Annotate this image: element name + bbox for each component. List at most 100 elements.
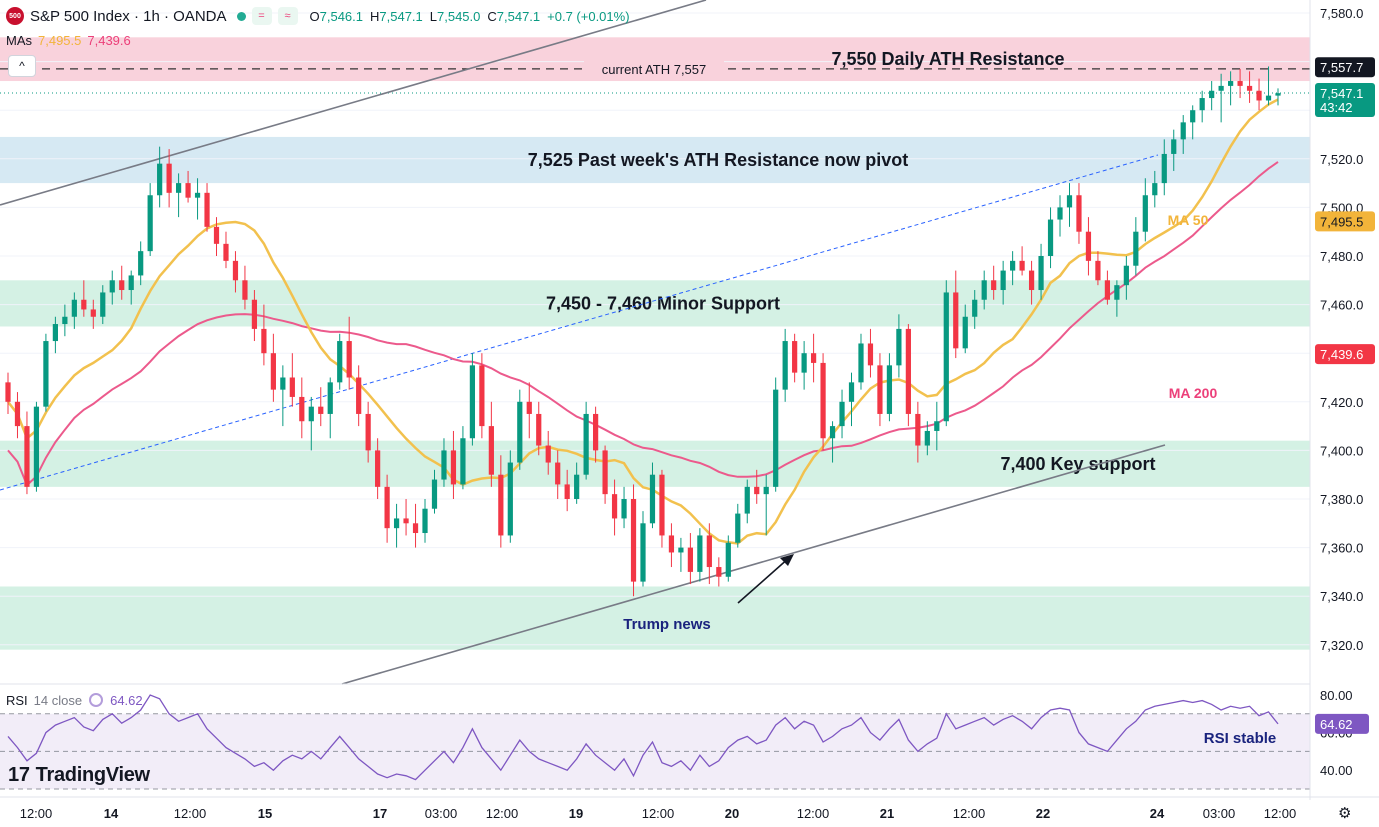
candle-body	[886, 365, 893, 414]
price-tag-text-up: 7,547.1	[1320, 86, 1363, 101]
candle-body	[801, 353, 807, 373]
candle-body	[1047, 219, 1054, 256]
data-status-icon[interactable]: ≈	[277, 7, 298, 25]
candle-body	[1066, 195, 1073, 208]
candle-body	[14, 401, 21, 427]
x-tick-label: 03:00	[1203, 806, 1236, 821]
candle-body	[356, 377, 362, 414]
candle-body	[1076, 195, 1082, 232]
candle-body	[555, 462, 561, 485]
candle-body	[792, 341, 798, 373]
candle-body	[100, 292, 106, 317]
price-tag-up	[1315, 82, 1375, 117]
ohlc-readout: O7,546.1 H7,547.1 L7,545.0 C7,547.1 +0.7…	[309, 8, 630, 24]
candle-body	[820, 362, 826, 439]
candle-body	[953, 292, 959, 349]
ma200-legend-value: 7,439.6	[87, 33, 131, 48]
x-tick-label: 12:00	[1264, 806, 1297, 821]
candle-body	[479, 365, 485, 427]
blue-dashed-trend-line	[0, 154, 1159, 491]
upper-channel-line	[0, 0, 707, 206]
candle-body	[488, 426, 494, 475]
candle-body	[1256, 90, 1262, 101]
rsi-band	[0, 713, 1310, 789]
candle-body	[905, 328, 911, 414]
candle-body	[583, 413, 589, 475]
candle-body	[1057, 207, 1063, 220]
price-tag-text-ma50: 7,495.5	[1320, 214, 1363, 229]
candle-body	[706, 535, 712, 568]
x-tick-label: 12:00	[174, 806, 207, 821]
candle-body	[972, 299, 978, 317]
ma200-label: MA 200	[1169, 385, 1218, 401]
candle-body	[1171, 139, 1177, 154]
rsi-legend[interactable]: RSI 14 close 64.62	[6, 692, 143, 708]
candle-body	[1228, 81, 1234, 86]
candle-body	[810, 353, 817, 363]
candle-body	[1265, 95, 1272, 101]
candle-body	[460, 438, 466, 485]
ath-label: current ATH 7,557	[602, 62, 707, 77]
candle-body	[422, 508, 428, 534]
change-readout: +0.7 (+0.01%)	[547, 8, 630, 24]
candle-body	[867, 343, 874, 366]
candle-body	[213, 226, 220, 244]
zone-band-1	[0, 136, 1310, 184]
candle-body	[289, 377, 295, 397]
candle-body	[517, 401, 523, 463]
candle-body	[450, 450, 457, 485]
candle-body	[204, 192, 210, 227]
x-tick-label: 14	[104, 806, 119, 821]
ma50-legend-value: 7,495.5	[38, 33, 82, 48]
candle-body	[574, 474, 580, 499]
settlement-icon[interactable]: =	[251, 7, 272, 25]
candle-body	[270, 353, 276, 390]
candle-body	[1114, 285, 1120, 300]
tradingview-logo[interactable]: 17 TradingView	[8, 764, 150, 786]
candle-body	[81, 299, 87, 310]
candle-body	[536, 413, 542, 446]
candle-body	[242, 280, 248, 300]
candle-body	[441, 450, 447, 480]
candle-body	[1142, 195, 1148, 232]
candle-body	[346, 341, 352, 378]
candle-body	[412, 523, 419, 534]
gear-icon[interactable]: ⚙	[1338, 805, 1352, 822]
candle-body	[1180, 122, 1186, 140]
y-tick-label: 7,340.0	[1320, 589, 1363, 604]
candle-body	[251, 299, 258, 329]
candle-body	[375, 450, 381, 487]
candle-body	[1095, 260, 1101, 281]
candle-body	[782, 341, 788, 390]
countdown-text: 43:42	[1320, 100, 1353, 115]
tradingview-mark-icon: 17	[8, 764, 30, 786]
zone-band-4	[0, 586, 1310, 650]
ma-legend[interactable]: MAs 7,495.5 7,439.6	[6, 33, 131, 48]
collapse-legend-button[interactable]: ^	[8, 55, 36, 77]
ath-label-bg	[584, 59, 724, 77]
annotation-trump-news: Trump news	[623, 616, 711, 633]
arrow-head-icon	[780, 554, 794, 566]
candle-body	[1104, 280, 1111, 300]
rsi-settings-icon[interactable]	[88, 692, 104, 708]
candle-body	[839, 401, 845, 427]
candle-body	[687, 547, 693, 572]
candle-body	[1019, 260, 1025, 271]
candle-body	[1246, 85, 1253, 91]
candle-body	[90, 309, 96, 317]
x-tick-label: 24	[1150, 806, 1165, 821]
symbol-title[interactable]: S&P 500 Index · 1h · OANDA	[30, 7, 227, 25]
candle-body	[611, 494, 618, 519]
candle-body	[725, 542, 731, 577]
candle-body	[223, 243, 229, 261]
candle-body	[43, 341, 49, 407]
x-tick-label: 17	[373, 806, 387, 821]
candle-body	[526, 401, 532, 414]
candle-body	[763, 486, 769, 495]
candle-body	[593, 413, 599, 451]
candle-body	[62, 316, 68, 325]
x-tick-label: 12:00	[642, 806, 675, 821]
y-tick-label: 7,580.0	[1320, 6, 1363, 21]
price-axis-bg	[1310, 0, 1379, 800]
